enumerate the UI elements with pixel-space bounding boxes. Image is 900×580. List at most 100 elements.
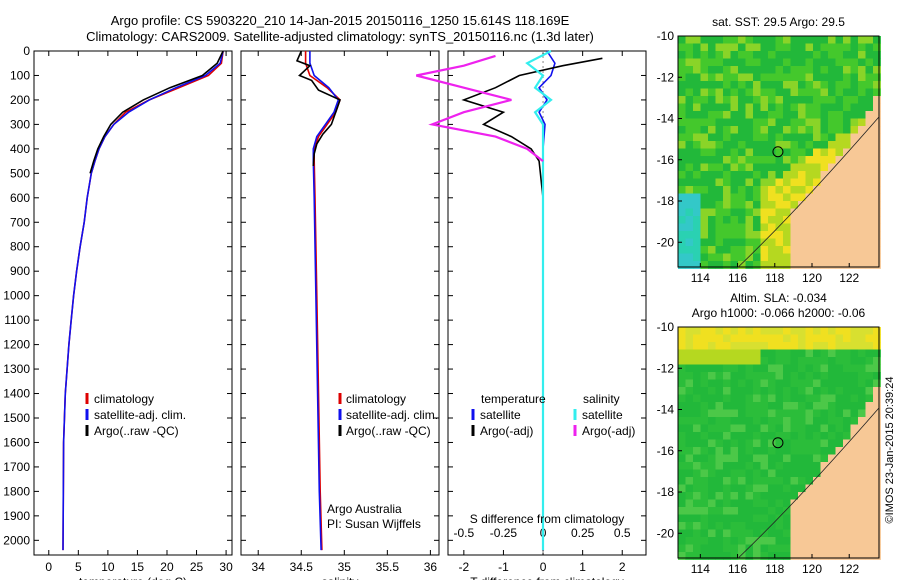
map-cell — [865, 499, 874, 508]
map-cell — [858, 133, 866, 142]
map-cell — [865, 477, 874, 485]
map-cell — [738, 357, 746, 365]
map-cell — [805, 544, 814, 553]
map-cell — [730, 379, 739, 388]
map-cell — [715, 522, 724, 530]
argo-position-marker — [772, 146, 784, 158]
map-cell — [813, 439, 821, 448]
sla-map-panel: 114 116 118 120 122-10-12-14-16-18-20Altim. … — [657, 291, 881, 576]
map-cell — [753, 178, 761, 187]
map-cell — [678, 349, 686, 358]
map-cell — [828, 537, 836, 545]
map-cell — [813, 394, 821, 403]
map-cell — [760, 364, 769, 373]
map-cell — [835, 387, 844, 395]
map-cell — [723, 544, 731, 553]
map-cell — [790, 499, 799, 508]
map-cell — [738, 58, 746, 67]
map-cell — [678, 223, 686, 232]
map-cell — [723, 51, 731, 59]
map-cell — [813, 58, 821, 67]
map-cell — [738, 133, 746, 142]
map-cell — [843, 58, 851, 67]
map-cell — [850, 253, 859, 262]
map-cell — [813, 334, 821, 343]
map-cell — [865, 357, 874, 365]
map-cell — [805, 73, 814, 82]
map-cell — [775, 126, 784, 134]
map-cell — [768, 394, 776, 403]
map-cell — [783, 394, 791, 403]
map-cell — [820, 394, 829, 403]
map-cell — [685, 103, 694, 112]
map-cell — [693, 66, 701, 74]
map-cell — [805, 156, 814, 164]
map-cell — [745, 469, 754, 478]
map-cell — [708, 544, 716, 553]
map-cell — [708, 88, 716, 97]
map-cell — [753, 118, 761, 127]
map-cell — [798, 186, 806, 194]
map-cell — [858, 447, 866, 455]
map-cell — [723, 141, 731, 149]
map-cell — [843, 186, 851, 194]
map-cell — [745, 141, 754, 149]
map-cell — [685, 36, 694, 44]
map-cell — [738, 364, 746, 373]
map-cell — [790, 171, 799, 179]
map-cell — [805, 492, 814, 500]
map-cell — [873, 51, 881, 59]
map-cell — [753, 246, 761, 254]
map-cell — [700, 126, 709, 134]
map-cell — [850, 492, 859, 500]
map-cell — [760, 552, 769, 560]
x-tick-label: 0 — [540, 560, 547, 574]
map-cell — [753, 103, 761, 112]
map-cell — [850, 201, 859, 209]
map-cell — [828, 111, 836, 119]
map-cell — [753, 544, 761, 553]
map-cell — [843, 43, 851, 52]
map-cell — [858, 544, 866, 553]
map-cell — [850, 51, 859, 59]
map-cell — [828, 81, 836, 89]
map-cell — [783, 364, 791, 373]
map-cell — [678, 261, 686, 269]
map-cell — [738, 253, 746, 262]
map-cell — [708, 409, 716, 418]
map-cell — [858, 118, 866, 127]
map-cell — [813, 484, 821, 493]
map-cell — [850, 81, 859, 89]
map-cell — [873, 43, 881, 52]
map-cell — [820, 156, 829, 164]
map-cell — [678, 537, 686, 545]
map-cell — [738, 156, 746, 164]
map-cell — [700, 372, 709, 380]
map-cell — [873, 342, 881, 350]
map-cell — [738, 507, 746, 515]
map-cell — [760, 379, 769, 388]
map-cell — [805, 253, 814, 262]
map-cell — [850, 514, 859, 523]
map-cell — [723, 372, 731, 380]
x-tick-label: 116 — [728, 562, 747, 576]
map-cell — [678, 552, 686, 560]
map-cell — [798, 238, 806, 247]
map-cell — [835, 231, 844, 239]
map-cell — [775, 409, 784, 418]
map-cell — [738, 261, 746, 269]
map-cell — [768, 424, 776, 433]
map-cell — [873, 231, 881, 239]
map-cell — [865, 103, 874, 112]
y-tick-label: -16 — [657, 153, 675, 167]
map-cell — [850, 103, 859, 112]
map-cell — [865, 171, 874, 179]
map-cell — [865, 66, 874, 74]
map-cell — [805, 529, 814, 538]
map-cell — [738, 417, 746, 425]
map-cell — [708, 238, 716, 247]
map-cell — [828, 522, 836, 530]
map-cell — [850, 462, 859, 470]
map-cell — [783, 499, 791, 508]
map-cell — [873, 424, 881, 433]
